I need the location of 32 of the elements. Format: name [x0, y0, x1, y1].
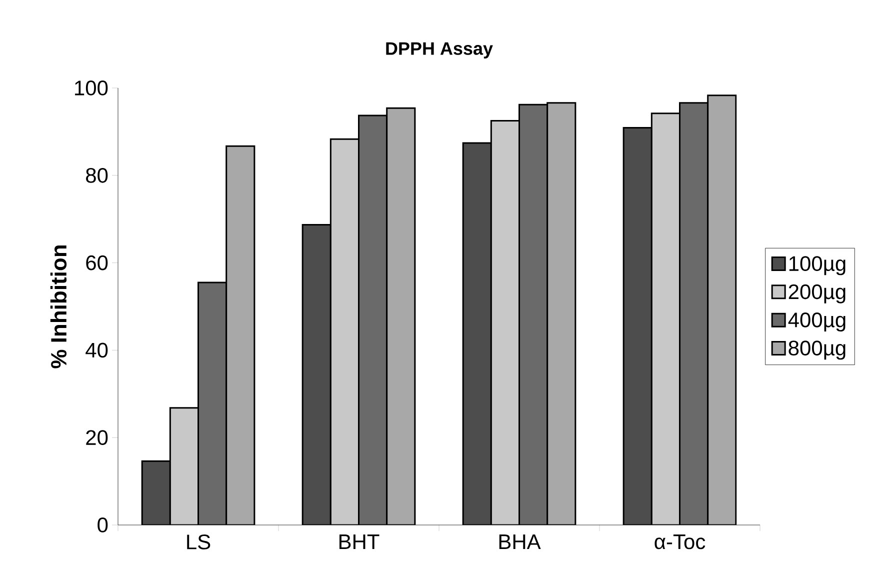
x-tick-label: BHT: [339, 534, 380, 549]
bar: [650, 112, 681, 525]
bar: [518, 104, 548, 525]
y-tick-label: 0: [98, 518, 108, 532]
bar: [462, 142, 492, 525]
bar: [622, 127, 652, 525]
bar: [226, 145, 256, 525]
bar: [358, 114, 388, 525]
bar: [386, 107, 416, 525]
legend-label: 200µg: [788, 284, 846, 304]
x-tick-label: α-Toc: [654, 534, 706, 550]
chart-title: DPPH Assay: [386, 42, 493, 58]
bar: [707, 94, 737, 525]
bar: [330, 138, 360, 525]
legend-label: 400µg: [788, 312, 846, 332]
y-axis-title: % Inhibition: [50, 246, 67, 368]
y-tick-label: 80: [86, 168, 108, 183]
legend-label: 100µg: [789, 256, 846, 276]
y-tick-label: 40: [86, 342, 108, 358]
bar: [679, 102, 709, 525]
x-tick-label: LS: [187, 534, 210, 550]
y-tick-label: 60: [86, 255, 108, 270]
bar: [546, 102, 576, 525]
legend-label: 800µg: [788, 340, 846, 360]
y-tick-label: 20: [86, 430, 108, 446]
bar: [490, 120, 520, 525]
bar: [169, 407, 200, 525]
x-tick-label: BHA: [499, 534, 541, 549]
bar: [198, 282, 228, 525]
y-tick-label: 100: [75, 80, 108, 96]
bar: [141, 460, 171, 525]
bar: [302, 224, 332, 525]
